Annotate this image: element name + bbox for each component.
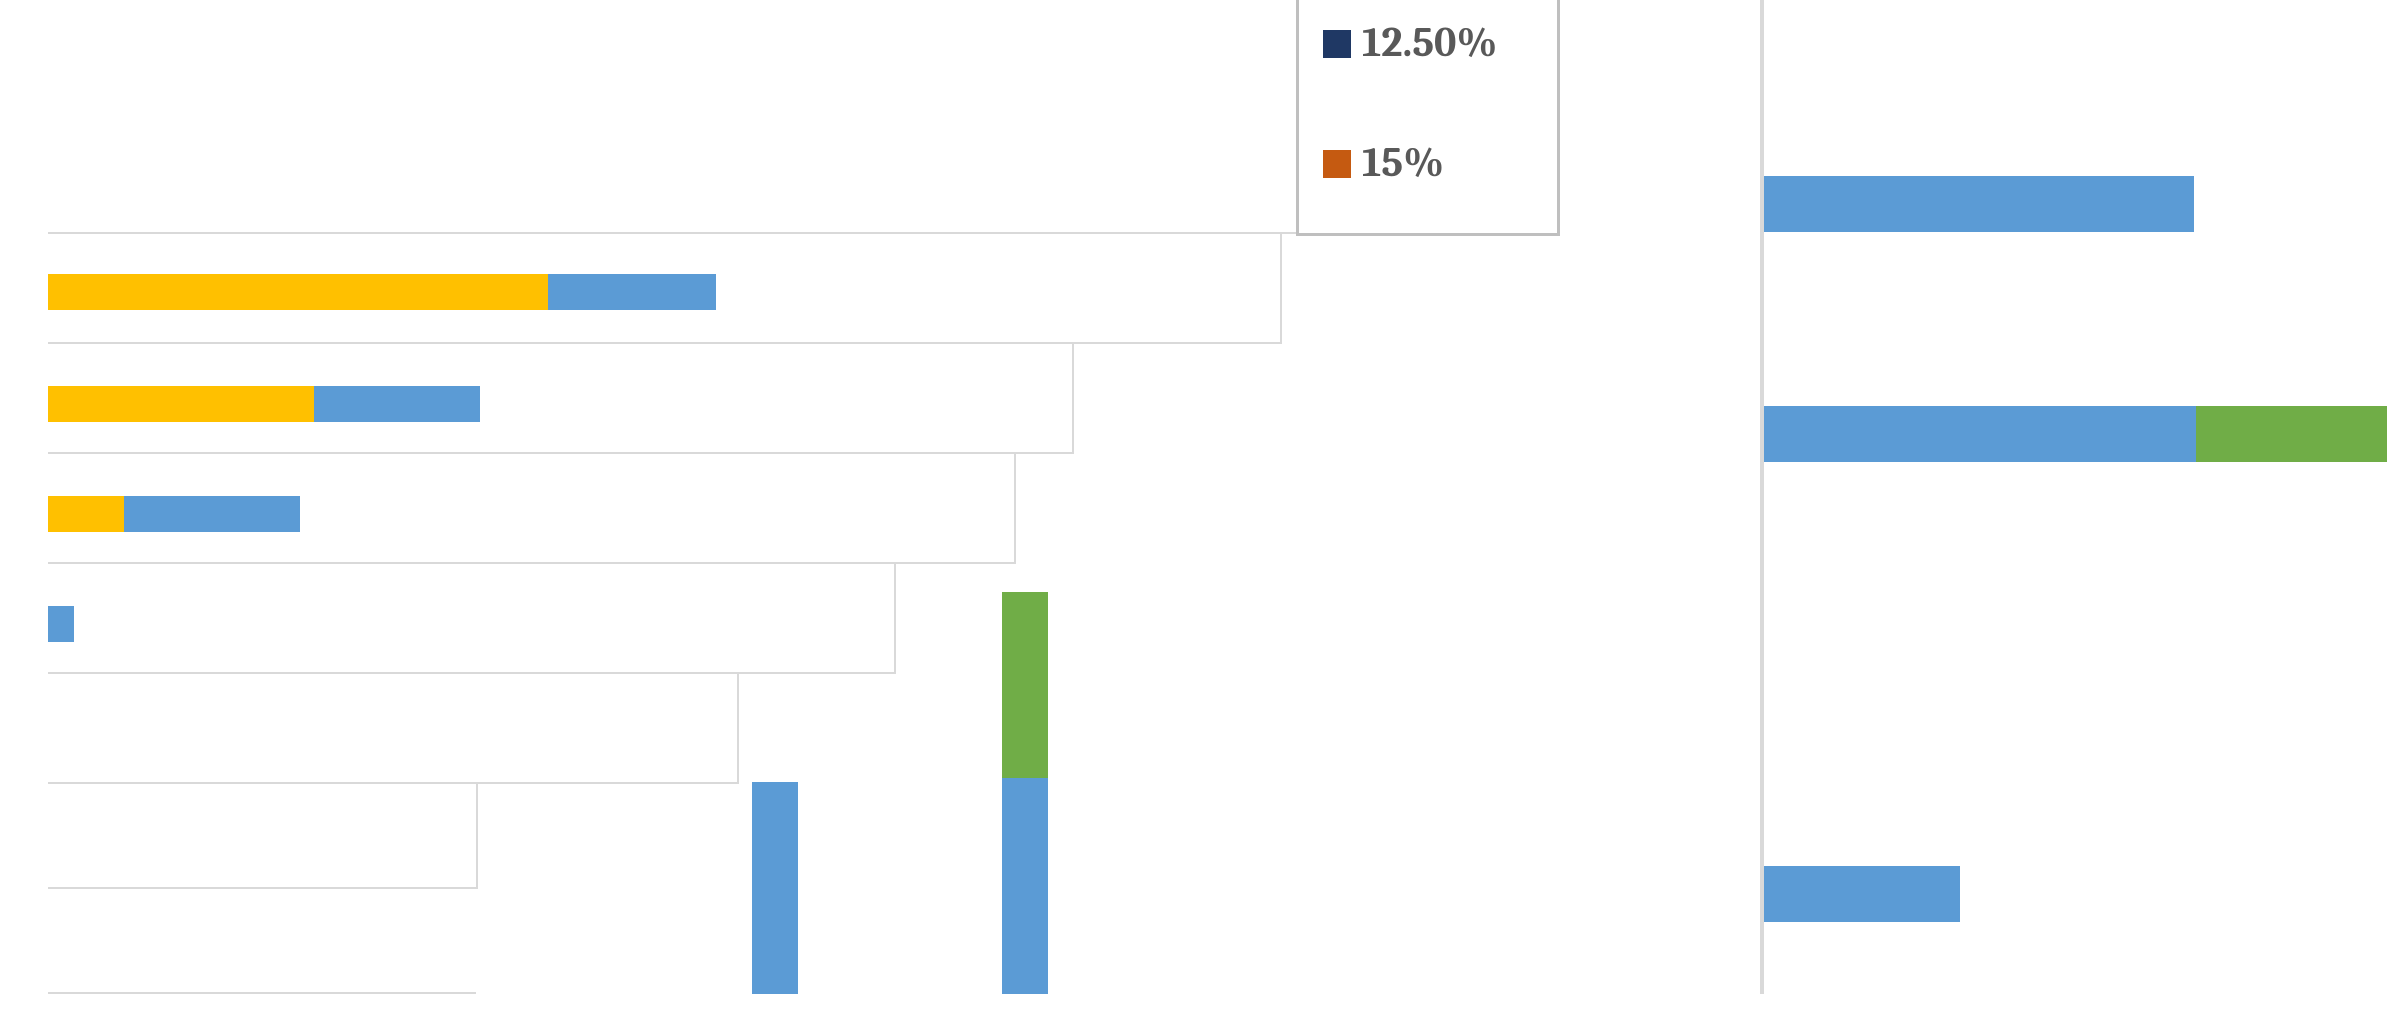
left-hbar-r1-s0 (48, 386, 314, 422)
left-vbar-b0-s0 (752, 782, 798, 994)
right-hbar-r2-s0 (1764, 866, 1960, 922)
left-grid-step-4 (737, 672, 739, 784)
left-hbar-r0-s0 (48, 274, 548, 310)
right-axis-line (1760, 0, 1764, 994)
left-gridline-7 (48, 992, 476, 994)
left-gridline-4 (48, 672, 894, 674)
right-hbar-r1-s1 (2196, 406, 2387, 462)
legend-swatch-0 (1323, 30, 1351, 58)
left-gridline-1 (48, 342, 1280, 344)
left-vbar-b1-s1 (1002, 592, 1048, 778)
left-grid-step-2 (1014, 452, 1016, 564)
left-gridline-5 (48, 782, 737, 784)
left-gridline-3 (48, 562, 1014, 564)
left-vbar-b1-s0 (1002, 778, 1048, 994)
left-gridline-6 (48, 887, 476, 889)
left-grid-step-0 (1280, 232, 1282, 344)
left-hbar-r3-s0 (48, 606, 74, 642)
right-hbar-r1-s0 (1764, 406, 2196, 462)
left-grid-step-3 (894, 562, 896, 674)
left-hbar-r1-s1 (314, 386, 480, 422)
chart-canvas: 12.50% 15% (0, 0, 2387, 1035)
left-hbar-r2-s1 (124, 496, 300, 532)
legend-label-0: 12.50% (1362, 18, 1497, 67)
legend-swatch-1 (1323, 150, 1351, 178)
left-grid-step-1 (1072, 342, 1074, 454)
left-gridline-2 (48, 452, 1072, 454)
left-hbar-r0-s1 (548, 274, 716, 310)
left-grid-step-5 (476, 782, 478, 889)
left-hbar-r2-s0 (48, 496, 124, 532)
legend-label-1: 15% (1362, 138, 1444, 187)
right-hbar-r0-s0 (1764, 176, 2194, 232)
